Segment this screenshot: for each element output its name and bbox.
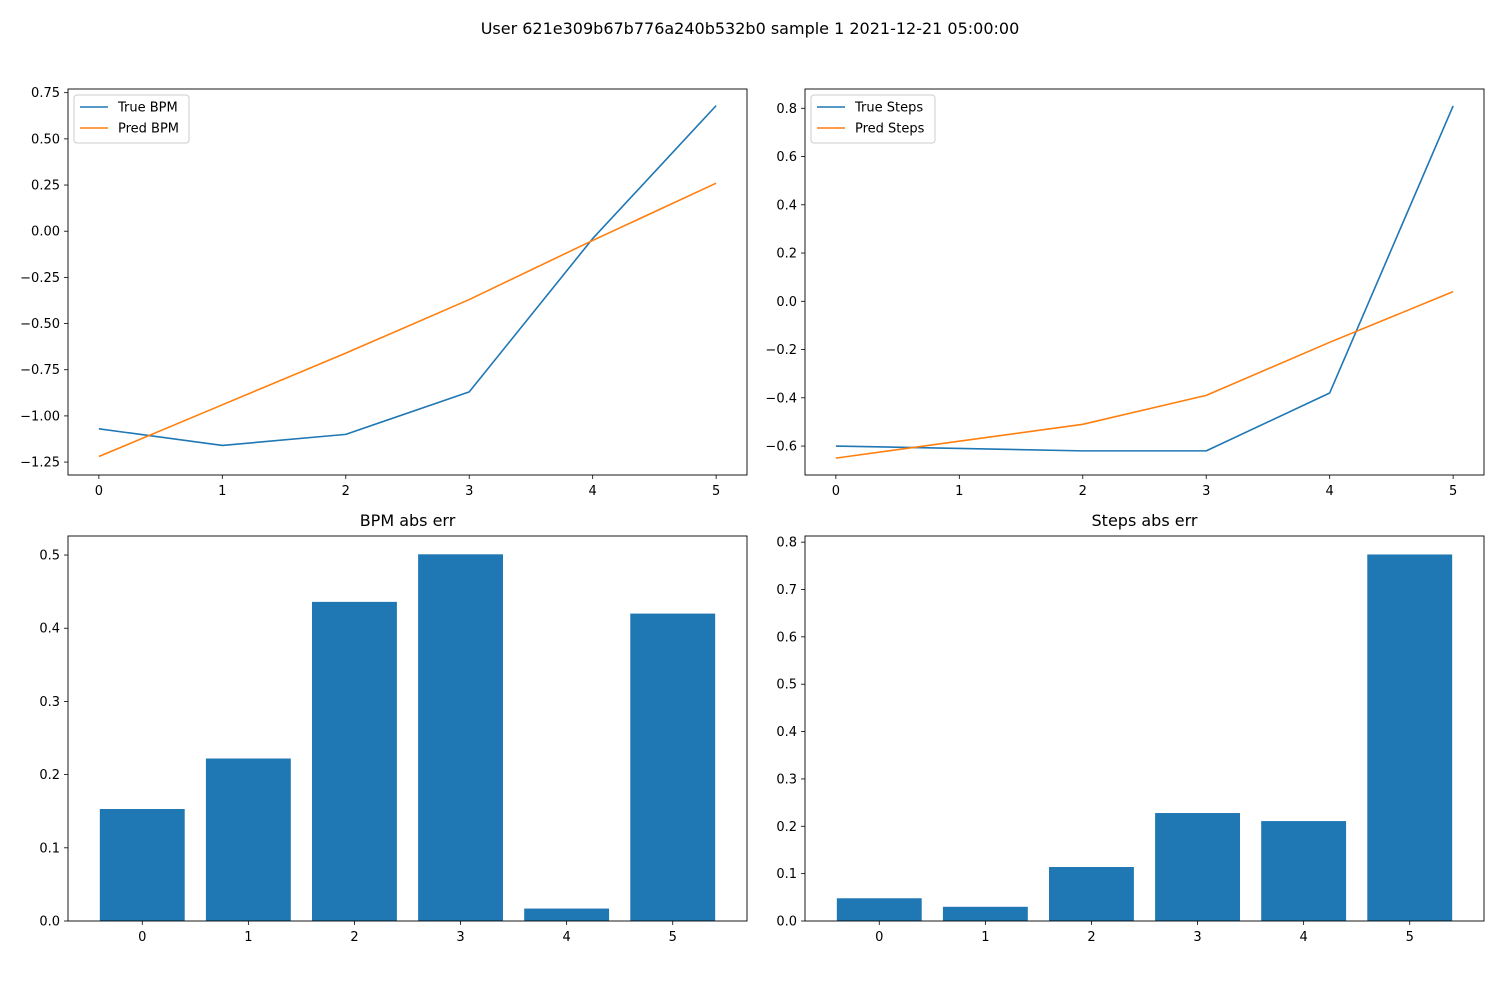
y-tick-label: 0.25 [31, 179, 60, 194]
x-tick-label: 3 [1193, 930, 1201, 945]
x-tick-label: 5 [669, 930, 677, 945]
series-line-true [98, 105, 717, 447]
x-tick-label: 4 [1326, 484, 1334, 499]
x-tick-label: 2 [350, 930, 358, 945]
bar-4 [1261, 821, 1347, 921]
x-tick-label: 4 [589, 484, 597, 499]
legend-label: True BPM [117, 101, 178, 116]
x-tick-label: 5 [1406, 930, 1414, 945]
x-tick-label: 2 [1087, 930, 1095, 945]
y-tick-label: 0.7 [776, 583, 797, 598]
subplot-3: BPM abs err 0 1 2 3 4 5 0.0 0.1 0.2 0.3 0.4 0.5 [39, 511, 748, 945]
x-tick-label: 0 [875, 930, 883, 945]
y-tick-label: 0.2 [776, 820, 797, 835]
axes-frame [67, 88, 748, 476]
series-line-true [835, 105, 1454, 452]
bar-1 [205, 758, 291, 921]
y-tick-label: −0.4 [765, 391, 797, 406]
bar-1 [942, 906, 1028, 921]
bar-4 [524, 908, 610, 921]
y-tick-label: 0.5 [776, 678, 797, 693]
series-line-pred [835, 290, 1454, 459]
x-tick-label: 3 [1202, 484, 1210, 499]
x-tick-label: 0 [95, 484, 103, 499]
x-tick-label: 1 [218, 484, 226, 499]
bar-2 [1049, 867, 1134, 921]
x-tick-label: 5 [712, 484, 720, 499]
y-tick-label: 0.2 [776, 247, 797, 262]
axes-frame [67, 535, 748, 922]
y-tick-label: 0.4 [776, 725, 797, 740]
y-tick-label: 0.4 [39, 622, 60, 637]
y-tick-label: −0.25 [20, 271, 60, 286]
x-tick-label: 3 [465, 484, 473, 499]
y-tick-label: 0.6 [776, 630, 797, 645]
series-line-pred [98, 182, 717, 458]
y-tick-label: 0.6 [776, 150, 797, 165]
bar-5 [630, 613, 716, 921]
legend-label: True Steps [854, 101, 923, 116]
y-tick-label: 0.4 [776, 198, 797, 213]
axes-frame [804, 535, 1485, 922]
bar-2 [312, 601, 397, 921]
y-tick-label: −0.2 [765, 343, 797, 358]
subplot-4: Steps abs err 0 1 2 3 4 5 0.0 0.1 0.2 0.3 0.4 0.5 0.6… [776, 511, 1485, 945]
legend: True Steps Pred Steps [810, 94, 936, 144]
x-tick-label: 5 [1449, 484, 1457, 499]
x-tick-label: 4 [563, 930, 571, 945]
y-tick-label: 0.0 [776, 295, 797, 310]
y-tick-label: 0.5 [39, 549, 60, 564]
y-tick-label: 0.3 [39, 695, 60, 710]
x-tick-label: 0 [832, 484, 840, 499]
bar-3 [1155, 813, 1240, 921]
y-tick-label: −1.25 [20, 456, 60, 471]
x-tick-label: 1 [981, 930, 989, 945]
figure-title: User 621e309b67b776a240b532b0 sample 1 2… [481, 19, 1020, 38]
bar-3 [418, 554, 503, 921]
y-tick-label: −0.6 [765, 440, 797, 455]
y-tick-label: 0.75 [31, 86, 60, 101]
subplot-title: BPM abs err [360, 511, 456, 530]
subplot-1: 0 1 2 3 4 5 −1.25 −1.00 −0.75 −0.50 −0.25 0.00 0.25 0… [20, 86, 748, 499]
legend-label: Pred Steps [855, 122, 925, 137]
y-tick-label: −0.50 [20, 317, 60, 332]
legend-label: Pred BPM [118, 122, 179, 137]
subplot-title: Steps abs err [1092, 511, 1198, 530]
bar-0 [99, 809, 185, 921]
y-tick-label: 0.2 [39, 768, 60, 783]
y-tick-label: 0.00 [31, 225, 60, 240]
axes-frame [804, 88, 1485, 476]
y-tick-label: −0.75 [20, 363, 60, 378]
y-tick-label: 0.1 [776, 867, 797, 882]
subplot-2: 0 1 2 3 4 5 −0.6 −0.4 −0.2 0.0 0.2 0.4 0.6 0.8 True St… [765, 88, 1485, 499]
bar-0 [836, 898, 922, 921]
x-tick-label: 1 [955, 484, 963, 499]
x-tick-label: 0 [138, 930, 146, 945]
x-tick-label: 3 [456, 930, 464, 945]
x-tick-label: 1 [244, 930, 252, 945]
y-tick-label: −1.00 [20, 409, 60, 424]
x-tick-label: 2 [1079, 484, 1087, 499]
y-tick-label: 0.0 [776, 915, 797, 930]
y-tick-label: 0.8 [776, 102, 797, 117]
bar-5 [1367, 554, 1453, 921]
y-tick-label: 0.3 [776, 772, 797, 787]
y-tick-label: 0.8 [776, 536, 797, 551]
y-tick-label: 0.50 [31, 132, 60, 147]
x-tick-label: 4 [1300, 930, 1308, 945]
y-tick-label: 0.0 [39, 915, 60, 930]
subplots: 0 1 2 3 4 5−1.25−1.00−0.75−0.50−0.250.000.250… [20, 86, 1485, 945]
legend: True BPM Pred BPM [73, 94, 190, 144]
x-tick-label: 2 [342, 484, 350, 499]
y-tick-label: 0.1 [39, 841, 60, 856]
